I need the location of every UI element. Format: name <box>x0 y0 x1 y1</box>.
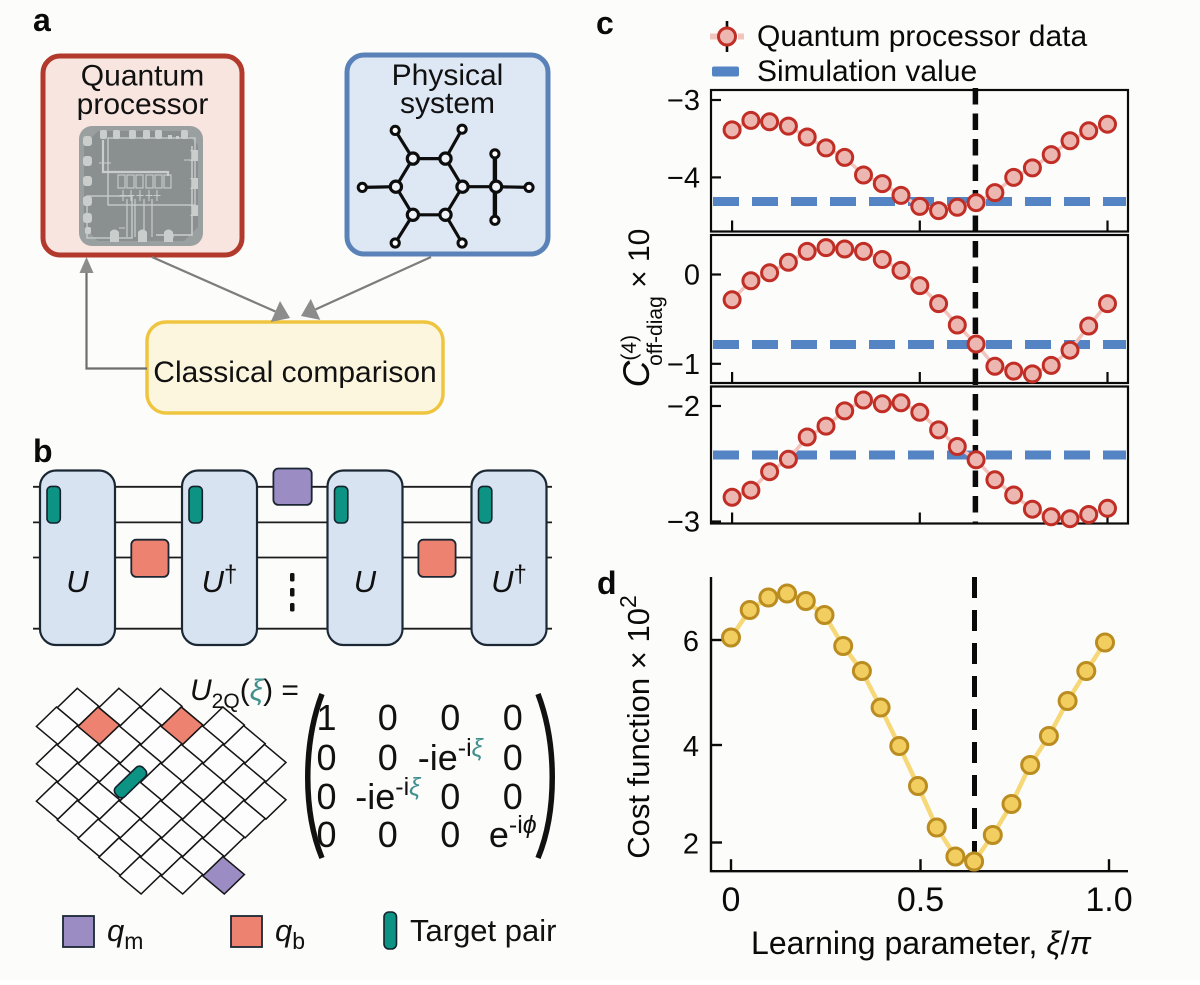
svg-text:C(4)off-diag × 10: C(4) off-diag × 10 <box>616 229 667 388</box>
svg-text:−2: −2 <box>667 391 700 423</box>
svg-text:1: 1 <box>316 697 336 738</box>
svg-text:U†: U† <box>202 561 238 599</box>
svg-text:-ie-iξ: -ie-iξ <box>355 773 422 817</box>
svg-text:1.0: 1.0 <box>1085 881 1132 919</box>
svg-text:c: c <box>596 5 614 41</box>
svg-text:0: 0 <box>722 881 741 919</box>
svg-text:0: 0 <box>440 697 460 738</box>
svg-text:b: b <box>33 433 53 469</box>
svg-text:Classical comparison: Classical comparison <box>153 356 436 389</box>
svg-text:system: system <box>400 87 495 120</box>
svg-text:6: 6 <box>683 626 699 658</box>
svg-text:0: 0 <box>378 697 398 738</box>
svg-text:0: 0 <box>503 737 523 778</box>
svg-text:processor: processor <box>77 88 209 121</box>
svg-text:0: 0 <box>503 697 523 738</box>
svg-text:0: 0 <box>378 737 398 778</box>
svg-text:Cost function × 102: Cost function × 102 <box>615 595 656 859</box>
svg-text:0: 0 <box>440 776 460 817</box>
svg-text:−3: −3 <box>667 85 700 117</box>
svg-text:−3: −3 <box>667 507 700 539</box>
svg-text:Quantum: Quantum <box>81 60 204 93</box>
svg-text:Physical: Physical <box>392 59 504 92</box>
svg-text:U: U <box>354 564 377 599</box>
svg-text:0.5: 0.5 <box>897 881 944 919</box>
svg-text:0: 0 <box>503 776 523 817</box>
svg-text:0: 0 <box>316 814 336 855</box>
svg-text:2: 2 <box>683 829 699 861</box>
svg-text:d: d <box>597 565 617 601</box>
svg-text:−4: −4 <box>667 162 700 194</box>
svg-text:Learning parameter, ξ/π: Learning parameter, ξ/π <box>751 925 1091 961</box>
svg-text:Target pair: Target pair <box>410 913 556 948</box>
svg-text:0: 0 <box>684 260 700 292</box>
svg-text:0: 0 <box>316 737 336 778</box>
svg-text:U2Q(ξ) =: U2Q(ξ) = <box>190 674 299 713</box>
svg-text:0: 0 <box>440 814 460 855</box>
svg-text:a: a <box>33 2 51 38</box>
svg-text:−1: −1 <box>667 349 700 381</box>
svg-text:0: 0 <box>378 814 398 855</box>
svg-text:0: 0 <box>316 776 336 817</box>
svg-text:4: 4 <box>683 731 699 763</box>
svg-text:Quantum processor data: Quantum processor data <box>757 20 1087 53</box>
svg-text:U: U <box>66 564 89 599</box>
svg-text:Simulation value: Simulation value <box>757 55 977 88</box>
